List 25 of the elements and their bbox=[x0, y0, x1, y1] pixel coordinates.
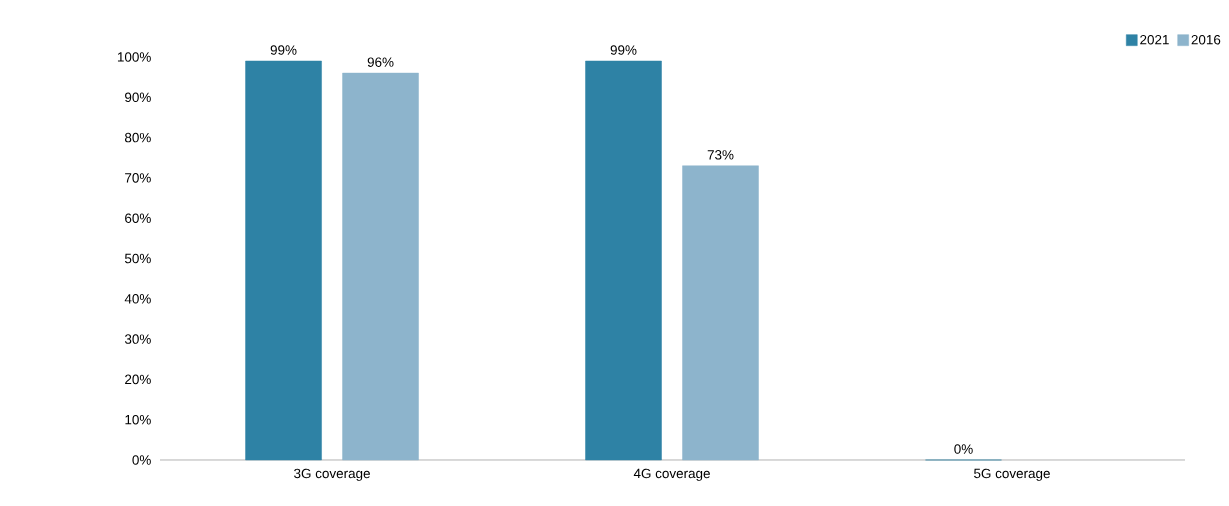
data-label: 99% bbox=[270, 45, 297, 55]
data-label: 0% bbox=[954, 444, 973, 454]
y-tick-label: 70% bbox=[125, 173, 151, 183]
y-tick-label: 40% bbox=[124, 294, 151, 304]
data-label: 96% bbox=[367, 57, 394, 67]
y-tick-label: 60% bbox=[125, 213, 151, 223]
y-tick-label: 100% bbox=[117, 52, 151, 62]
data-label: 73% bbox=[707, 150, 734, 160]
y-tick-label: 0% bbox=[132, 455, 151, 465]
y-tick-label: 50% bbox=[124, 253, 151, 264]
y-tick-label: 90% bbox=[125, 92, 151, 103]
data-label: 99% bbox=[610, 45, 637, 55]
bar bbox=[682, 165, 759, 461]
y-tick-label: 80% bbox=[124, 132, 151, 143]
x-tick-label: 4G coverage bbox=[633, 468, 710, 481]
y-tick-label: 10% bbox=[125, 414, 151, 425]
y-tick-label: 30% bbox=[124, 334, 151, 344]
legend-label: 2021 bbox=[1140, 34, 1169, 45]
x-tick-label: 3G coverage bbox=[294, 468, 370, 481]
bar bbox=[585, 60, 662, 461]
legend-label: 2016 bbox=[1191, 34, 1221, 45]
x-tick-label: 5G coverage bbox=[974, 468, 1050, 481]
y-tick-label: 20% bbox=[125, 374, 151, 385]
bar bbox=[342, 72, 419, 461]
bar bbox=[245, 60, 322, 461]
